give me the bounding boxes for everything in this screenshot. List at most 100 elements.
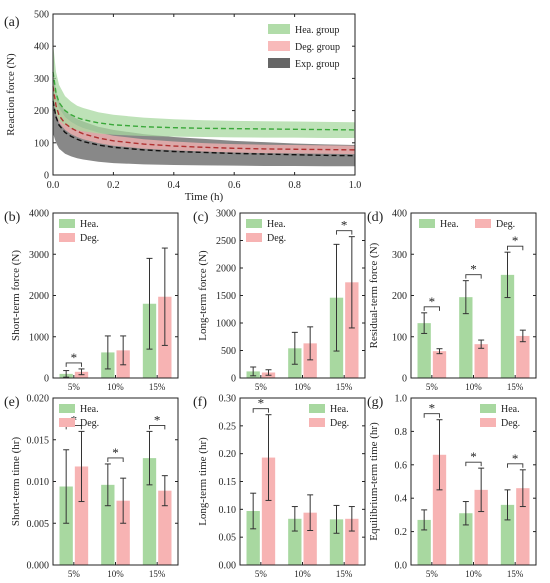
- bar-deg: [516, 488, 530, 565]
- legend-label: Hea. group: [295, 25, 339, 36]
- y-axis-label: Reaction force (N): [5, 53, 17, 136]
- band-deg: [53, 78, 355, 155]
- x-tick-label: 0.2: [107, 180, 120, 191]
- y-tick-label: 1.0: [395, 394, 408, 405]
- y-tick-label: 1500: [216, 291, 236, 302]
- y-tick-label: 0: [44, 171, 49, 182]
- significance-bracket: [423, 306, 440, 311]
- x-tick-label: 15%: [336, 569, 353, 579]
- significance-star: *: [71, 350, 78, 365]
- x-tick-label: 0.6: [228, 180, 241, 191]
- x-tick-label: 0.8: [288, 180, 301, 191]
- panel-label: (b): [4, 210, 21, 225]
- panel-b: (b) 0 1000 2000 3000 4000 Short-term force (N)…: [4, 209, 179, 392]
- x-tick-label: 0.4: [168, 180, 181, 191]
- legend-label: Hea.: [267, 219, 286, 230]
- significance-star: *: [112, 445, 119, 460]
- significance-star: *: [429, 294, 436, 309]
- x-tick-label: 10%: [107, 382, 124, 392]
- y-tick-label: 0.6: [395, 460, 408, 471]
- y-tick-label: 0.15: [219, 477, 237, 488]
- y-tick-label: 2500: [216, 236, 236, 247]
- y-tick-label: 100: [392, 332, 407, 343]
- bar-hea: [288, 518, 302, 565]
- y-tick-label: 0.2: [395, 527, 408, 538]
- legend-swatch: [475, 219, 491, 228]
- panel-label: (e): [4, 395, 20, 410]
- bar-hea: [459, 513, 473, 565]
- legend-swatch: [480, 404, 496, 413]
- legend-label: Exp. group: [295, 59, 339, 70]
- plot-frame: [239, 212, 366, 379]
- x-tick-label: 5%: [255, 382, 268, 392]
- legend-swatch: [268, 58, 290, 68]
- legend-swatch: [480, 418, 496, 427]
- x-tick-label: 10%: [465, 382, 482, 392]
- panel-e: (e) 0.000 0.005 0.010 0.015 0.020 Short-term t…: [4, 394, 179, 579]
- y-tick-label: 100: [34, 138, 49, 149]
- bar-deg: [432, 351, 447, 378]
- y-tick-label: 500: [34, 10, 49, 21]
- y-tick-label: 0.015: [27, 435, 50, 446]
- significance-bracket: [465, 461, 482, 467]
- legend-label: Hea.: [80, 219, 99, 230]
- legend-swatch: [268, 41, 290, 51]
- y-tick-label: 0.005: [27, 519, 50, 530]
- significance-bracket: [507, 245, 524, 251]
- y-tick-label: 0.05: [219, 533, 237, 544]
- bar-deg: [116, 500, 130, 565]
- significance-star: *: [258, 396, 265, 411]
- y-tick-label: 3000: [29, 250, 49, 261]
- bar-hea: [59, 486, 73, 565]
- legend-label: Deg.: [496, 219, 515, 230]
- y-tick-label: 400: [34, 42, 49, 53]
- panel-g: (g) 0.0 0.2 0.4 0.6 0.8 1.0 Equilibrium-term ti…: [367, 394, 537, 579]
- significance-bracket: [65, 362, 82, 367]
- significance-bracket: [107, 457, 124, 462]
- panel-label: (g): [367, 395, 384, 410]
- significance-star: *: [341, 218, 348, 233]
- bar-deg: [303, 343, 317, 378]
- plot-frame: [52, 212, 179, 379]
- x-tick-label: 5%: [255, 569, 268, 579]
- legend-swatch: [246, 219, 262, 228]
- legend-label: Hea.: [330, 404, 349, 415]
- y-tick-label: 0: [231, 374, 236, 385]
- legend-label: Deg.: [267, 233, 286, 244]
- panel-f: (f) 0.00 0.05 0.10 0.15 0.20 0.25 0.30 Long-term…: [193, 394, 366, 579]
- significance-bracket: [149, 424, 166, 430]
- y-tick-label: 0.20: [219, 449, 237, 460]
- y-tick-label: 0: [402, 374, 407, 385]
- legend-swatch: [59, 219, 75, 228]
- y-tick-label: 4000: [29, 209, 49, 220]
- legend-label: Deg.: [330, 418, 349, 429]
- y-tick-label: 0.020: [27, 394, 50, 405]
- x-tick-label: 5%: [426, 382, 439, 392]
- y-tick-label: 1000: [216, 319, 236, 330]
- legend-label: Hea.: [80, 404, 99, 415]
- bar-hea: [459, 297, 473, 378]
- significance-bracket: [507, 463, 524, 468]
- y-axis-label: Equilibrium-term time (hr): [368, 422, 380, 541]
- y-tick-label: 0: [44, 374, 49, 385]
- bar-deg: [345, 518, 359, 565]
- y-tick-label: 0.25: [219, 421, 237, 432]
- y-tick-label: 3000: [216, 209, 236, 220]
- bar-hea: [246, 511, 260, 565]
- y-tick-label: 0.10: [219, 505, 237, 516]
- y-axis-label: Short-term time (hr): [10, 437, 22, 527]
- x-tick-label: 10%: [465, 569, 482, 579]
- significance-star: *: [512, 451, 519, 466]
- x-tick-label: 0.0: [47, 180, 60, 191]
- y-tick-label: 200: [34, 106, 49, 117]
- x-tick-label: 15%: [507, 569, 524, 579]
- bar-hea: [417, 323, 431, 378]
- band-hea: [53, 42, 355, 138]
- legend-swatch: [419, 219, 435, 228]
- legend-swatch: [59, 418, 75, 427]
- panel-a: (a) 0 100 200 300 400 500 Reaction force (N) 0.0…: [4, 10, 361, 204]
- legend-label: Hea.: [440, 219, 459, 230]
- plot-frame: [239, 397, 366, 566]
- mean-line-hea: [52, 71, 356, 131]
- y-tick-label: 1000: [29, 332, 49, 343]
